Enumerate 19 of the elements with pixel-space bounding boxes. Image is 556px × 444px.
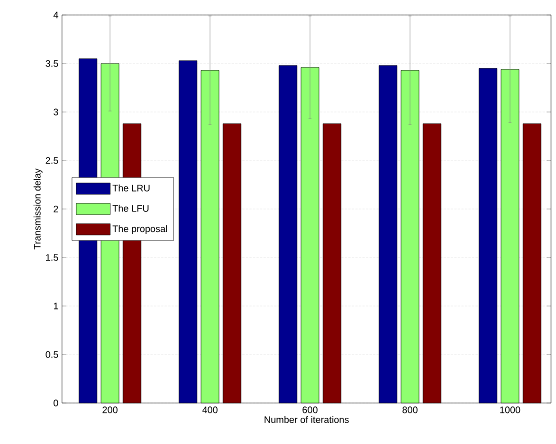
y-axis-title: Transmission delay xyxy=(34,168,42,250)
y-tick-label: 2 xyxy=(54,206,58,212)
x-tick-label: 1000 xyxy=(500,406,520,414)
x-tick-label: 800 xyxy=(402,406,418,414)
y-tick-label: 0 xyxy=(54,400,58,406)
legend-label: The LRU xyxy=(112,184,150,192)
x-tick-label: 400 xyxy=(202,406,218,414)
y-tick-label: 3 xyxy=(54,108,58,116)
y-tick-label: 0.5 xyxy=(46,351,58,358)
legend-label: The proposal xyxy=(112,225,167,234)
x-tick-label: 600 xyxy=(302,406,318,414)
legend-label: The LFU xyxy=(112,204,148,212)
y-tick-label: 4 xyxy=(53,12,58,18)
y-tick-label: 2.5 xyxy=(46,157,58,164)
x-axis-title: Number of iterations xyxy=(264,416,349,424)
y-tick-label: 1 xyxy=(54,302,58,310)
x-tick-label: 200 xyxy=(102,406,118,414)
y-tick-label: 3.5 xyxy=(46,60,58,67)
y-tick-label: 1.5 xyxy=(46,254,58,261)
